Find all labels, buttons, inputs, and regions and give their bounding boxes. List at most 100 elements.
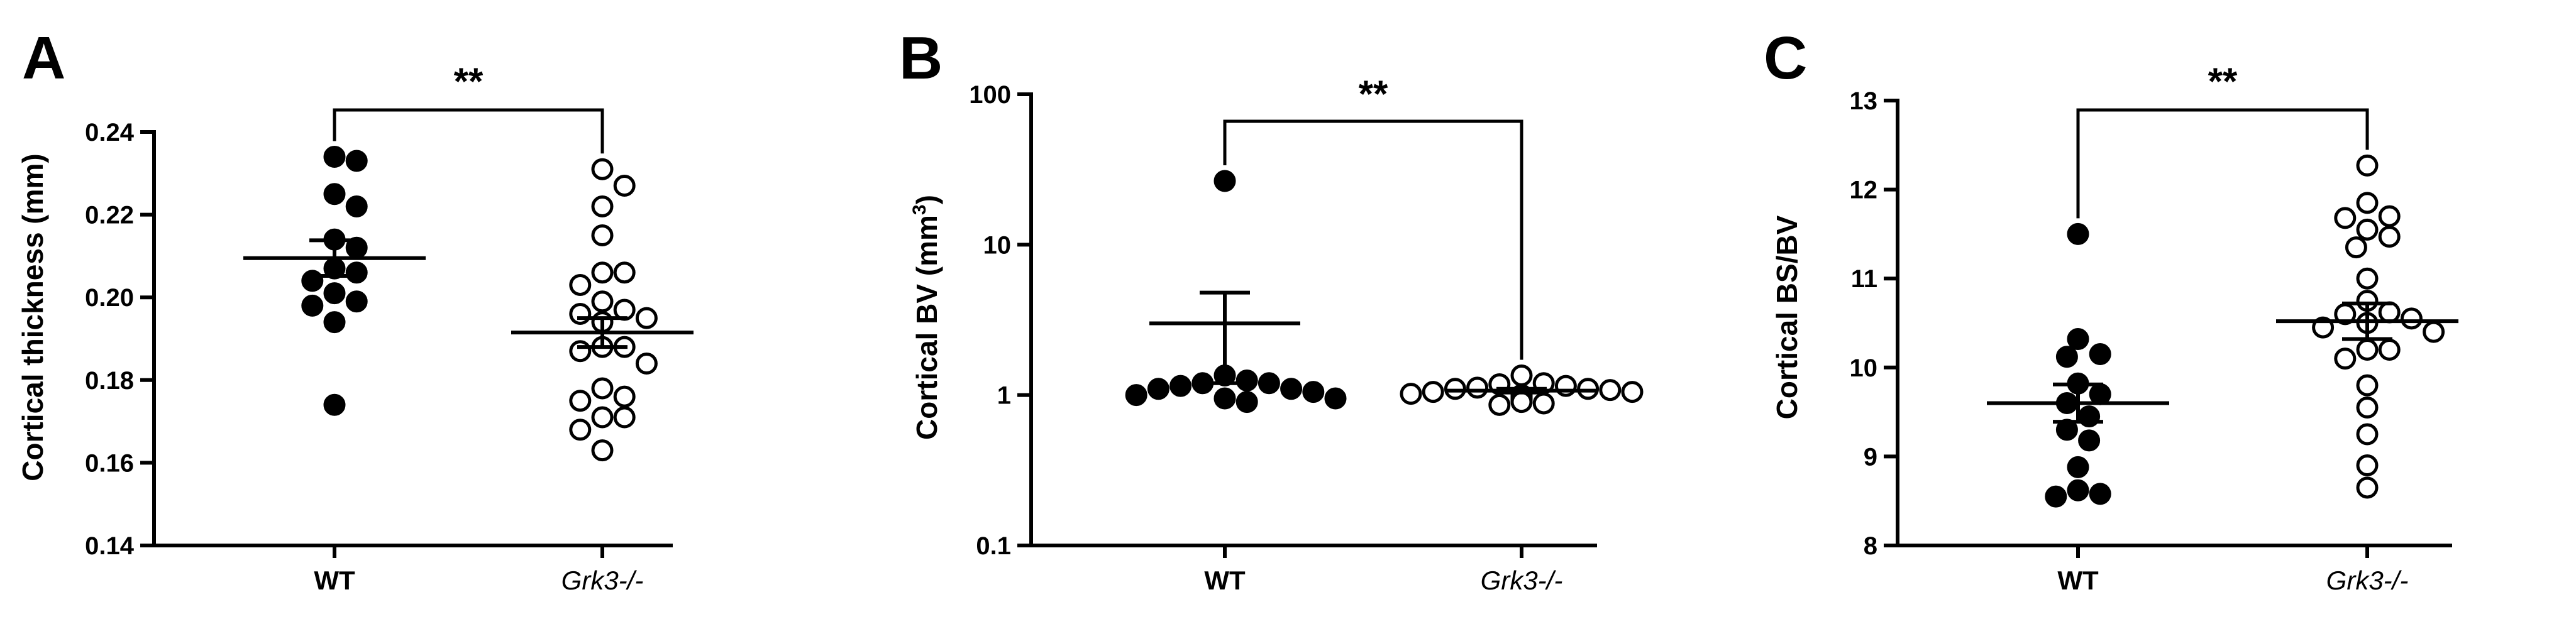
panel-c-point-wt <box>2067 479 2089 501</box>
panel-a-point-wt <box>323 145 346 168</box>
panel-c-point-wt <box>2045 485 2067 508</box>
panel-a-point-wt <box>345 261 368 284</box>
panel-c-letter: C <box>1764 25 1807 92</box>
panel-b-point-wt <box>1302 381 1325 403</box>
panel-a-significance-label: ** <box>454 60 484 102</box>
panel-b-y-axis-title-superscript: 3 <box>909 204 930 215</box>
panel-c-point-grk3 <box>2423 320 2445 343</box>
panel-a-y-tick-label: 0.20 <box>85 284 134 312</box>
panel-c-point-grk3 <box>2334 207 2357 229</box>
panel-a-point-wt <box>345 150 368 172</box>
panel-a-y-tick-label: 0.22 <box>85 202 134 229</box>
panel-c-y-tick-label: 10 <box>1850 354 1878 382</box>
panel-c-point-grk3 <box>2356 374 2379 397</box>
panel-b-y-axis-title-main: Cortical BV (mm <box>910 215 943 440</box>
panel-b-y-axis-title: Cortical BV (mm3) <box>909 195 943 440</box>
panel-a: A Cortical thickness (mm) 0.140.160.180.… <box>16 25 694 595</box>
panel-a-point-grk3 <box>591 406 614 429</box>
panel-a-point-grk3 <box>613 385 636 408</box>
panel-c-point-grk3 <box>2356 423 2379 446</box>
panel-a-point-grk3 <box>613 261 636 284</box>
panel-b-point-grk3 <box>1510 391 1533 414</box>
panel-c-point-grk3 <box>2356 454 2379 477</box>
panel-c-significance-label: ** <box>2208 60 2238 102</box>
panel-c-point-grk3 <box>2378 205 2401 227</box>
panel-a-point-grk3 <box>635 307 658 329</box>
panel-b-point-wt <box>1169 375 1192 397</box>
panel-a-point-grk3 <box>591 377 614 400</box>
panel-b-x-tick-label: Grk3-/- <box>1481 566 1563 595</box>
panel-a-point-grk3 <box>569 303 592 326</box>
panel-b-point-grk3 <box>1466 376 1489 399</box>
panel-c-y-tick-label: 11 <box>1851 265 1877 293</box>
panel-b-point-wt <box>1280 378 1303 400</box>
panel-b-point-wt <box>1258 372 1280 395</box>
panel-a-point-grk3 <box>591 195 614 217</box>
panel-c-point-grk3 <box>2356 397 2379 419</box>
panel-b-y-tick-label: 0.1 <box>976 532 1011 560</box>
panel-c-y-tick-label: 12 <box>1850 177 1878 204</box>
panel-a-point-grk3 <box>591 439 614 462</box>
panel-a-x-tick-label: Grk3-/- <box>561 566 644 595</box>
panel-c-point-grk3 <box>2400 307 2423 330</box>
panel-a-point-grk3 <box>591 158 614 180</box>
panel-a-x-tick-label: WT <box>314 566 355 595</box>
panel-b-y-tick-label: 1 <box>997 382 1011 410</box>
panel-b-point-wt <box>1125 384 1147 407</box>
panel-b-y-axis-title-end: ) <box>910 195 943 204</box>
panel-b-point-grk3 <box>1599 379 1622 402</box>
panel-b: B Cortical BV (mm3) 0.1 1 10 100 WT Grk3-/- ** <box>899 25 1644 595</box>
panel-c-point-wt <box>2067 222 2089 245</box>
panel-c-point-grk3 <box>2356 218 2379 241</box>
panel-c-point-wt <box>2067 327 2089 350</box>
panel-b-significance-bracket <box>1223 119 1523 360</box>
panel-c-y-axis-title: Cortical BS/BV <box>1771 215 1803 419</box>
panel-c-y-tick-label: 8 <box>1864 532 1877 560</box>
panel-b-letter: B <box>899 25 943 92</box>
panel-c-point-wt <box>2089 383 2111 405</box>
panel-a-point-grk3 <box>591 224 614 246</box>
panel-b-point-grk3 <box>1532 392 1555 415</box>
panel-c-point-grk3 <box>2356 192 2379 214</box>
panel-c-point-grk3 <box>2356 476 2379 499</box>
panel-c-point-wt <box>2089 343 2111 366</box>
panel-c-point-grk3 <box>2356 338 2379 361</box>
panel-c-plot: 8 9 10 11 12 13 WT Grk3-/- ** <box>1850 60 2458 595</box>
panel-a-point-wt <box>323 311 346 334</box>
panel-a-point-grk3 <box>591 290 614 313</box>
panel-c-point-grk3 <box>2356 267 2379 290</box>
panel-c-x-tick-label: WT <box>2057 566 2099 595</box>
panel-b-point-wt <box>1213 170 1236 192</box>
panel-a-point-grk3 <box>569 340 592 363</box>
panel-a-point-wt <box>323 393 346 416</box>
panel-a-point-wt <box>345 290 368 313</box>
panel-b-point-wt <box>1324 387 1347 410</box>
panel-b-point-grk3 <box>1510 364 1533 386</box>
panel-b-point-wt <box>1235 369 1258 392</box>
panel-b-point-grk3 <box>1488 393 1511 416</box>
panel-c-y-tick-label: 9 <box>1864 443 1877 471</box>
panel-a-y-axis-title: Cortical thickness (mm) <box>16 153 49 481</box>
panel-c: C Cortical BS/BV 8 9 10 11 12 13 WT Grk3-/- ** <box>1764 25 2458 595</box>
panel-c-point-wt <box>2067 456 2089 478</box>
panel-c-point-grk3 <box>2378 301 2401 324</box>
panel-c-y-tick-label: 13 <box>1850 87 1878 115</box>
panel-b-point-grk3 <box>1621 381 1644 403</box>
panel-c-point-wt <box>2089 483 2111 505</box>
panel-a-y-tick-label: 0.18 <box>85 367 134 395</box>
panel-a-y-tick-label: 0.24 <box>85 119 135 146</box>
panel-b-point-grk3 <box>1400 383 1422 405</box>
panel-c-point-grk3 <box>2345 236 2367 259</box>
panel-a-plot: 0.14 0.16 0.18 0.20 0.22 0.24 WT Grk3-/- ** <box>85 60 694 595</box>
panel-a-point-wt <box>301 294 324 317</box>
panel-b-point-wt <box>1213 387 1236 410</box>
panel-a-point-wt <box>323 282 346 305</box>
panel-c-point-grk3 <box>2356 154 2379 177</box>
panel-a-point-grk3 <box>569 419 592 441</box>
panel-b-y-tick-label: 100 <box>969 81 1011 109</box>
panel-b-point-wt <box>1147 378 1169 400</box>
panel-c-point-grk3 <box>2378 338 2401 361</box>
panel-c-point-grk3 <box>2378 226 2401 248</box>
panel-b-point-grk3 <box>1554 375 1577 397</box>
